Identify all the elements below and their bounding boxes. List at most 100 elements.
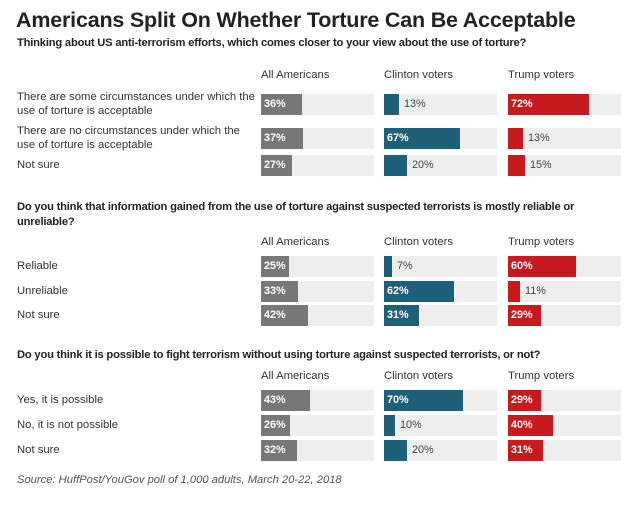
- bar-trump: [508, 128, 523, 149]
- bar-value-label: 72%: [511, 98, 533, 110]
- bar-clinton: [384, 390, 463, 411]
- bar-all: [261, 305, 308, 326]
- bar-value-label: 13%: [528, 132, 550, 144]
- bar-clinton: [384, 440, 407, 461]
- bar-value-label: 20%: [412, 444, 434, 456]
- row-label: There are no circumstances under which t…: [17, 125, 240, 151]
- bar-all: [261, 415, 290, 436]
- bar-track: 15%: [508, 155, 621, 176]
- bar-value-label: 32%: [264, 444, 286, 456]
- bar-track: 26%: [261, 415, 374, 436]
- bar-track: 29%: [508, 305, 621, 326]
- bar-trump: [508, 415, 553, 436]
- bar-track: 20%: [384, 155, 497, 176]
- bar-value-label: 31%: [387, 309, 409, 321]
- bar-value-label: 31%: [511, 444, 533, 456]
- bar-trump: [508, 305, 541, 326]
- bar-track: 11%: [508, 281, 621, 302]
- bar-track: 40%: [508, 415, 621, 436]
- question-title: Thinking about US anti-terrorism efforts…: [17, 37, 527, 49]
- bar-value-label: 67%: [387, 132, 409, 144]
- bar-track: 27%: [261, 155, 374, 176]
- column-header: Trump voters: [508, 370, 575, 382]
- bar-value-label: 29%: [511, 394, 533, 406]
- bar-track: 37%: [261, 128, 374, 149]
- column-header: Trump voters: [508, 236, 575, 248]
- bar-value-label: 36%: [264, 98, 286, 110]
- bar-clinton: [384, 415, 395, 436]
- bar-track: 43%: [261, 390, 374, 411]
- bar-all: [261, 281, 298, 302]
- column-header: Clinton voters: [384, 370, 454, 382]
- bar-clinton: [384, 305, 419, 326]
- row-label: There are some circumstances under which…: [17, 91, 255, 117]
- question-title: Do you think it is possible to fight ter…: [17, 349, 541, 361]
- bar-value-label: 43%: [264, 394, 286, 406]
- bar-all: [261, 390, 310, 411]
- row-label: Not sure: [17, 444, 60, 456]
- bar-track: 32%: [261, 440, 374, 461]
- row-label: Reliable: [17, 260, 58, 272]
- bar-track: 10%: [384, 415, 497, 436]
- bar-all: [261, 256, 289, 277]
- bar-all: [261, 128, 303, 149]
- bar-value-label: 20%: [412, 159, 434, 171]
- bar-all: [261, 155, 292, 176]
- bar-value-label: 27%: [264, 159, 286, 171]
- row-label: Not sure: [17, 159, 60, 171]
- bar-value-label: 70%: [387, 394, 409, 406]
- bar-trump: [508, 281, 520, 302]
- bar-value-label: 11%: [525, 285, 546, 297]
- bar-track: 25%: [261, 256, 374, 277]
- bar-value-label: 62%: [387, 285, 409, 297]
- bar-track: 31%: [508, 440, 621, 461]
- bar-value-label: 10%: [400, 419, 422, 431]
- bar-track: 33%: [261, 281, 374, 302]
- bar-track: 7%: [384, 256, 497, 277]
- bar-trump: [508, 440, 543, 461]
- bar-track: 67%: [384, 128, 497, 149]
- bar-value-label: 42%: [264, 309, 286, 321]
- bar-track: 13%: [508, 128, 621, 149]
- column-header: Clinton voters: [384, 236, 454, 248]
- bar-clinton: [384, 94, 399, 115]
- row-label: Yes, it is possible: [17, 394, 104, 406]
- bar-track: 13%: [384, 94, 497, 115]
- bar-value-label: 13%: [404, 98, 426, 110]
- bar-all: [261, 94, 302, 115]
- bar-all: [261, 440, 297, 461]
- bar-track: 20%: [384, 440, 497, 461]
- bar-trump: [508, 390, 541, 411]
- bar-track: 62%: [384, 281, 497, 302]
- bar-track: 42%: [261, 305, 374, 326]
- column-header: All Americans: [261, 236, 330, 248]
- bar-track: 36%: [261, 94, 374, 115]
- bar-value-label: 7%: [397, 260, 413, 272]
- bar-value-label: 25%: [264, 260, 286, 272]
- source-note: Source: HuffPost/YouGov poll of 1,000 ad…: [17, 474, 342, 486]
- column-header: All Americans: [261, 370, 330, 382]
- bar-clinton: [384, 128, 460, 149]
- column-header: Clinton voters: [384, 69, 454, 81]
- bar-value-label: 40%: [511, 419, 533, 431]
- bar-track: 29%: [508, 390, 621, 411]
- bar-track: 72%: [508, 94, 621, 115]
- row-label: No, it is not possible: [17, 419, 119, 431]
- row-label: Unreliable: [17, 285, 68, 297]
- bar-trump: [508, 94, 589, 115]
- bar-value-label: 15%: [530, 159, 552, 171]
- bar-clinton: [384, 281, 454, 302]
- bar-track: 70%: [384, 390, 497, 411]
- bar-value-label: 33%: [264, 285, 286, 297]
- column-header: All Americans: [261, 69, 330, 81]
- column-header: Trump voters: [508, 69, 575, 81]
- bar-clinton: [384, 256, 392, 277]
- bar-value-label: 29%: [511, 309, 533, 321]
- question-title: Do you think that information gained fro…: [17, 201, 575, 228]
- bar-clinton: [384, 155, 407, 176]
- bar-trump: [508, 155, 525, 176]
- bar-value-label: 26%: [264, 419, 286, 431]
- bar-track: 60%: [508, 256, 621, 277]
- bar-value-label: 60%: [511, 260, 533, 272]
- bar-value-label: 37%: [264, 132, 286, 144]
